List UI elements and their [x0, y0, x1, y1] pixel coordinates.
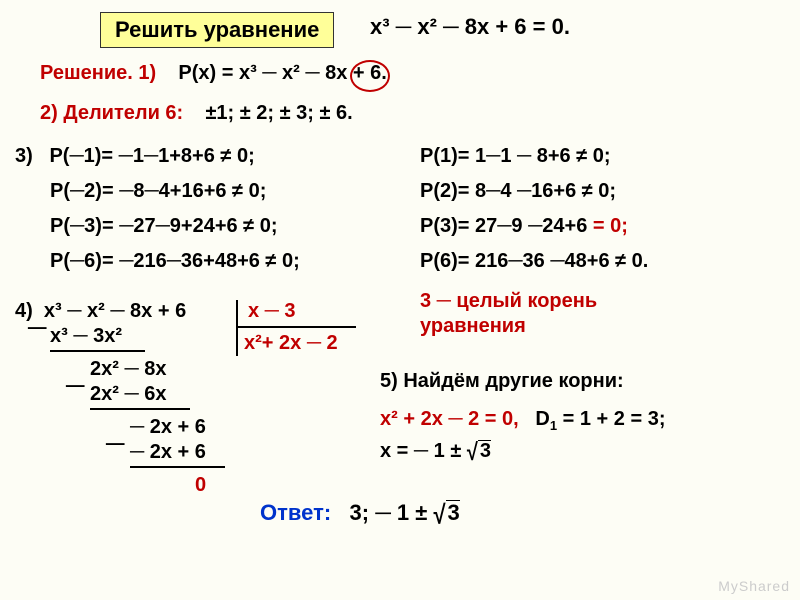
root-comment-b: уравнения — [420, 315, 526, 338]
main-equation: x³ ─ x² ─ 8x + 6 = 0. — [370, 14, 570, 40]
title-text: Решить уравнение — [115, 17, 319, 42]
disc-a: D — [535, 408, 549, 430]
div-horiz-top — [236, 326, 356, 328]
step5: 5) Найдём другие корни: — [380, 370, 624, 393]
p-6: P(6)= 216─36 ─48+6 ≠ 0. — [420, 250, 648, 273]
poly-dividend: x³ ─ x² ─ 8x + 6 — [44, 300, 186, 322]
answer-label: Ответ: — [260, 500, 331, 525]
p-neg2: P(─2)= ─8─4+16+6 ≠ 0; — [50, 180, 266, 203]
p-3: P(3)= 27─9 ─24+6 = 0; — [420, 215, 628, 238]
answer: Ответ: 3; ─ 1 ± √3 — [260, 500, 460, 526]
poly-r1: x³ ─ 3x² — [50, 325, 122, 348]
divline2 — [90, 408, 190, 410]
step1-label: Решение. 1) — [40, 62, 156, 84]
div-vertical — [236, 300, 238, 356]
disc-sub: 1 — [550, 418, 557, 433]
poly-zero: 0 — [195, 474, 206, 497]
quad-eq: x² + 2x ─ 2 = 0, — [380, 408, 519, 430]
circle-six — [350, 60, 390, 92]
quotient: x²+ 2x ─ 2 — [244, 332, 338, 355]
step2-label: 2) Делители 6: — [40, 102, 183, 124]
poly-r3b: ─ 2x + 6 — [130, 441, 206, 464]
step2-vals: ±1; ± 2; ± 3; ± 6. — [205, 102, 352, 124]
step1: Решение. 1) P(x) = x³ ─ x² ─ 8x + 6. — [40, 62, 387, 85]
poly-r3a: ─ 2x + 6 — [130, 416, 206, 439]
x-solution: x = ─ 1 ± √3 — [380, 440, 491, 463]
p-3b: = 0; — [593, 215, 628, 237]
x-sol: x = ─ 1 ± — [380, 440, 467, 462]
minus1: ─ — [28, 312, 46, 343]
divisor: x ─ 3 — [248, 300, 296, 323]
p-neg3: P(─3)= ─27─9+24+6 ≠ 0; — [50, 215, 278, 238]
step3-p-neg1: 3) P(─1)= ─1─1+8+6 ≠ 0; — [15, 145, 255, 168]
p-neg6: P(─6)= ─216─36+48+6 ≠ 0; — [50, 250, 300, 273]
answer-val: 3; ─ 1 ± — [350, 500, 434, 525]
answer-sqrt: 3 — [446, 500, 460, 526]
quad-line: x² + 2x ─ 2 = 0, D1 = 1 + 2 = 3; — [380, 408, 665, 433]
minus3: ─ — [106, 428, 124, 459]
title-box: Решить уравнение — [100, 12, 334, 48]
poly-r2b: 2x² ─ 6x — [90, 383, 166, 406]
p-2: P(2)= 8─4 ─16+6 ≠ 0; — [420, 180, 616, 203]
sqrt-val: 3 — [478, 440, 491, 463]
sqrt-icon: √ — [467, 440, 478, 468]
step3-label: 3) — [15, 145, 33, 167]
disc-b: = 1 + 2 = 3; — [563, 408, 666, 430]
sqrt-icon-2: √ — [433, 499, 445, 530]
watermark: MyShared — [718, 578, 790, 594]
step2: 2) Делители 6: ±1; ± 2; ± 3; ± 6. — [40, 102, 353, 125]
p-1: P(1)= 1─1 ─ 8+6 ≠ 0; — [420, 145, 611, 168]
p-neg1: P(─1)= ─1─1+8+6 ≠ 0; — [49, 145, 254, 167]
minus2: ─ — [66, 370, 84, 401]
poly-r2a: 2x² ─ 8x — [90, 358, 166, 381]
divline1 — [50, 350, 145, 352]
p-3a: P(3)= 27─9 ─24+6 — [420, 215, 593, 237]
root-comment-a: 3 ─ целый корень — [420, 290, 597, 313]
divline3 — [130, 466, 225, 468]
